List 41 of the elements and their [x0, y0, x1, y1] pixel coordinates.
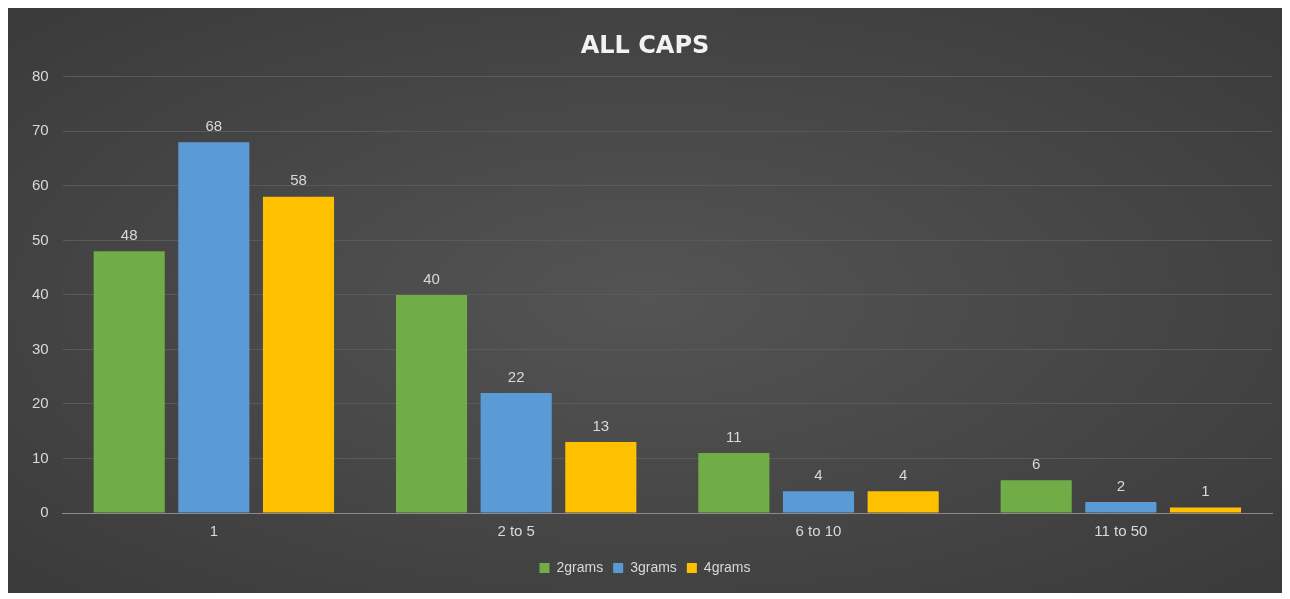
data-label: 22: [507, 367, 525, 385]
y-tick-label: 70: [32, 121, 49, 139]
data-label: 6: [1032, 454, 1041, 472]
data-label: 1: [1201, 482, 1210, 500]
bar: [93, 251, 165, 513]
bar: [565, 442, 637, 513]
data-label: 68: [205, 116, 223, 134]
data-label: 48: [120, 225, 138, 243]
y-tick-label: 10: [32, 448, 49, 466]
legend-label: 3grams: [630, 558, 677, 575]
x-tick-label: 2 to 5: [497, 522, 535, 540]
bar: [1000, 480, 1072, 513]
y-tick-label: 0: [40, 503, 49, 521]
data-label: 4: [898, 465, 908, 483]
bar: [782, 491, 855, 513]
y-tick-label: 20: [32, 394, 49, 412]
y-tick-label: 60: [32, 175, 49, 193]
y-tick-label: 40: [32, 285, 49, 303]
data-label: 13: [592, 416, 610, 434]
y-tick-label: 80: [32, 66, 49, 84]
x-tick-label: 1: [209, 522, 219, 540]
data-label: 4: [814, 465, 823, 483]
data-label: 40: [423, 269, 440, 287]
bar: [480, 393, 552, 513]
legend-label: 2grams: [556, 558, 604, 575]
legend-label: 4grams: [703, 558, 751, 575]
bar: [1085, 502, 1157, 513]
data-label: 58: [290, 171, 307, 189]
x-tick-label: 11 to 50: [1094, 522, 1148, 540]
y-tick-label: 50: [32, 230, 49, 248]
bar: [178, 142, 250, 513]
bar: [1169, 507, 1242, 513]
bar: [262, 196, 335, 513]
y-tick-label: 30: [32, 339, 49, 357]
bar: [698, 453, 770, 513]
bar: [867, 491, 939, 513]
bar: [395, 294, 468, 513]
x-tick-label: 6 to 10: [795, 522, 842, 540]
data-label: 2: [1116, 476, 1126, 494]
data-label: 11: [726, 427, 742, 445]
chart-title: ALL CAPS: [580, 30, 710, 59]
